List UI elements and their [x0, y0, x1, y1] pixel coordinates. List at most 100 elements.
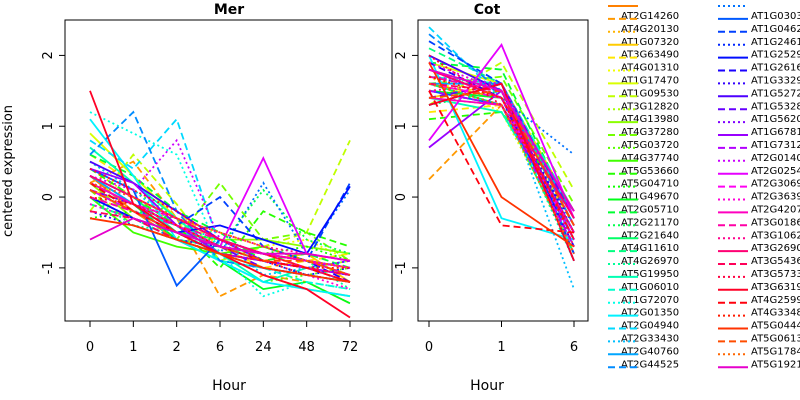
legend-label: AT3G6319	[751, 282, 800, 293]
cot-y-tick-label: -1	[394, 261, 409, 274]
legend-label: AT5G1921	[751, 359, 800, 370]
y-axis-mer: -1 0 1 2	[41, 51, 65, 274]
x-axis-cot: 0 1 6	[425, 321, 578, 355]
legend-label: AT4G37740	[621, 153, 679, 164]
legend: AT2G14260 AT4G20130 AT1G07320 AT3G63490 AT4G…	[608, 5, 800, 370]
x-axis-mer: 0 1 2 6 24 48 72	[86, 321, 358, 355]
legend-label: AT2G44525	[621, 359, 679, 370]
cot-series-line-57	[428, 82, 575, 255]
legend-label: AT2G0254	[751, 166, 800, 177]
legend-label: AT2G21170	[621, 217, 679, 228]
cot-series-line-58	[428, 68, 575, 212]
cot-x-tick-label: 1	[497, 340, 505, 355]
panel-mer: Mer centered expression Hour -1 0 1 2 0 1 2 6 2…	[1, 2, 393, 394]
legend-label: AT2G4207	[751, 205, 800, 216]
y-axis-cot: -1 0 1 2	[394, 51, 418, 274]
cot-series-line-38	[428, 82, 575, 219]
legend-label: AT1G72070	[621, 295, 679, 306]
x-axis-label-mer: Hour	[212, 378, 246, 394]
legend-label: AT5G53660	[621, 166, 679, 177]
chart-title-cot: Cot	[474, 2, 501, 18]
legend-label: AT4G11610	[621, 243, 679, 254]
legend-label: AT1G07320	[621, 37, 679, 48]
plot-frame-cot	[417, 19, 589, 322]
legend-label: AT4G26970	[621, 256, 679, 267]
mer-series-line-18	[89, 188, 351, 255]
cot-series-line-54	[428, 75, 575, 241]
legend-label: AT1G0303	[751, 11, 800, 22]
legend-label: AT1G0462	[751, 24, 800, 35]
mer-y-tick-label: 2	[41, 51, 56, 59]
cot-y-tick-label: 2	[394, 51, 409, 59]
cot-series-line-52	[428, 82, 575, 262]
mer-x-tick-label: 2	[173, 340, 181, 355]
legend-label: AT3G0186	[751, 217, 800, 228]
cot-x-tick-label: 0	[425, 340, 433, 355]
legend-label: AT2G3639	[751, 192, 800, 203]
mer-x-tick-label: 24	[255, 340, 272, 355]
legend-label: AT2G05710	[621, 205, 679, 216]
legend-label: AT1G5620	[751, 114, 800, 125]
legend-label: AT3G5436	[751, 256, 800, 267]
legend-label: AT5G0444	[751, 321, 800, 332]
legend-label: AT5G04710	[621, 179, 679, 190]
legend-label: AT4G01310	[621, 63, 679, 74]
legend-label: AT5G03720	[621, 140, 679, 151]
legend-label: AT1G17470	[621, 76, 679, 87]
mer-series-line-24	[89, 111, 351, 298]
legend-label: AT2G21640	[621, 230, 679, 241]
legend-label: AT2G33430	[621, 334, 679, 345]
legend-label: AT2G3069	[751, 179, 800, 190]
mer-x-tick-label: 6	[216, 340, 224, 355]
y-axis-label: centered expression	[1, 105, 16, 237]
legend-label: AT3G5733	[751, 269, 800, 280]
legend-label: AT1G09530	[621, 88, 679, 99]
legend-label: AT2G04940	[621, 321, 679, 332]
legend-label: AT4G3348	[751, 308, 800, 319]
cot-series-line-47	[428, 75, 575, 226]
mer-x-tick-label: 1	[129, 340, 137, 355]
legend-label: AT1G2461	[751, 37, 800, 48]
legend-label: AT2G40760	[621, 346, 679, 357]
cot-series-line-17	[428, 61, 575, 219]
cot-series-line-51	[428, 54, 575, 233]
x-axis-label-cot: Hour	[470, 378, 504, 394]
legend-label: AT2G14260	[621, 11, 679, 22]
cot-series-lines	[428, 26, 575, 290]
legend-label: AT1G49670	[621, 192, 679, 203]
legend-label: AT1G06010	[621, 282, 679, 293]
mer-y-tick-label: 0	[41, 193, 56, 201]
legend-label: AT1G2616	[751, 63, 800, 74]
plot-frame-mer	[64, 19, 393, 322]
legend-label: AT5G1784	[751, 346, 800, 357]
legend-label: AT5G0613	[751, 334, 800, 345]
mer-x-tick-label: 72	[342, 340, 359, 355]
mer-series-line-57	[89, 182, 351, 269]
legend-label: AT1G3329	[751, 76, 800, 87]
cot-x-tick-label: 6	[570, 340, 578, 355]
legend-label: AT3G63490	[621, 50, 679, 61]
legend-label: AT4G37280	[621, 127, 679, 138]
legend-label: AT1G5272	[751, 88, 800, 99]
legend-label: AT4G13980	[621, 114, 679, 125]
mer-series-line-58	[89, 217, 351, 262]
mer-series-line-55	[89, 217, 351, 283]
mer-y-tick-label: -1	[41, 261, 56, 274]
legend-label: AT1G7312	[751, 140, 800, 151]
legend-label: AT3G12820	[621, 101, 679, 112]
cot-series-line-32	[428, 40, 575, 255]
legend-label: AT2G01350	[621, 308, 679, 319]
mer-series-lines	[89, 90, 351, 319]
legend-label: AT3G1062	[751, 230, 800, 241]
legend-label: AT5G19950	[621, 269, 679, 280]
cot-y-tick-label: 1	[394, 122, 409, 130]
legend-label: AT1G5328	[751, 101, 800, 112]
legend-label: AT4G2599	[751, 295, 800, 306]
legend-label: AT1G2529	[751, 50, 800, 61]
cot-series-line-55	[428, 62, 575, 248]
legend-label: AT4G20130	[621, 24, 679, 35]
legend-label: AT2G0140	[751, 153, 800, 164]
chart-title-mer: Mer	[214, 2, 244, 18]
